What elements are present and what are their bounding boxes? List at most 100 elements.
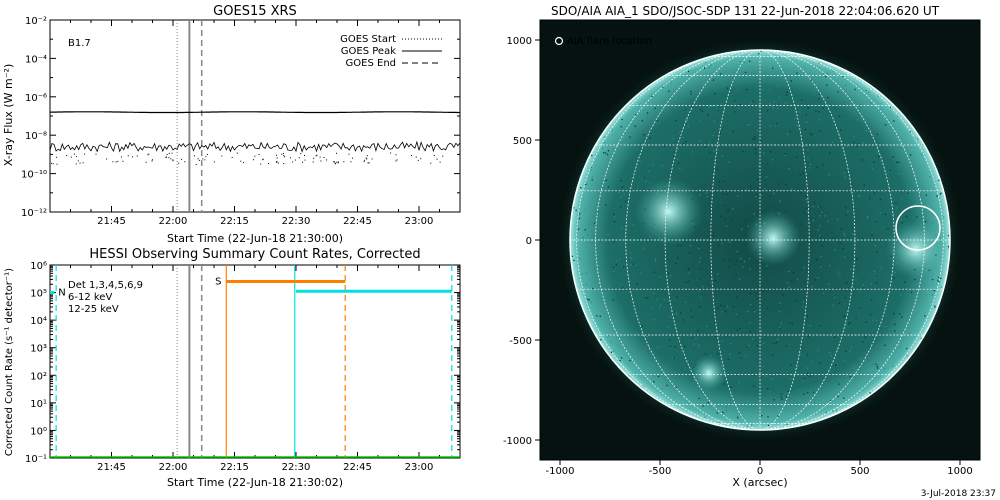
aia-texture — [608, 335, 610, 337]
aia-texture — [845, 350, 847, 352]
goes-noise-dot — [262, 159, 264, 161]
aia-texture — [754, 136, 756, 138]
aia-texture — [702, 405, 704, 407]
aia-texture — [846, 282, 848, 284]
y-tick-label: 10³ — [30, 344, 47, 355]
aia-texture — [643, 176, 645, 179]
aia-texture — [739, 258, 742, 260]
aia-texture — [700, 268, 702, 270]
goes-panel: GOES15 XRS 10⁻¹² 10⁻¹⁰ 10⁻⁸ 10⁻⁶ 10⁻⁴ 10⁻² 21:… — [2, 4, 461, 245]
goes-noise-dot — [439, 161, 441, 163]
x-tick-label: 22:00 — [159, 216, 188, 227]
aia-texture — [875, 275, 877, 278]
aia-texture — [724, 205, 726, 207]
goes-noise-dot — [240, 160, 242, 162]
aia-texture — [819, 234, 821, 237]
aia-texture — [679, 312, 682, 314]
aia-texture — [728, 398, 730, 401]
aia-texture — [817, 62, 820, 64]
aia-texture — [807, 107, 809, 109]
x-tick-label: 22:15 — [220, 462, 249, 473]
aia-texture — [802, 172, 804, 174]
goes-xlabel: Start Time (22-Jun-18 21:30:00) — [167, 232, 343, 245]
aia-texture — [778, 183, 780, 185]
aia-texture — [711, 105, 714, 107]
aia-texture — [621, 195, 623, 198]
aia-texture — [716, 108, 719, 111]
aia-texture — [706, 325, 708, 327]
aia-texture — [654, 260, 657, 262]
aia-texture — [907, 192, 909, 195]
aia-texture — [573, 207, 575, 209]
aia-texture — [760, 139, 762, 142]
goes-noise-dot — [410, 155, 412, 157]
aia-texture — [746, 310, 749, 312]
aia-texture — [642, 247, 645, 249]
aia-texture — [831, 380, 834, 382]
aia-texture — [729, 241, 731, 244]
aia-texture — [869, 313, 872, 316]
goes-noise-dot — [148, 153, 150, 155]
aia-texture — [727, 358, 729, 360]
y-tick-label: 10⁻¹² — [21, 208, 47, 219]
aia-texture — [704, 61, 707, 64]
aia-texture — [791, 188, 793, 190]
aia-texture — [789, 378, 792, 380]
aia-texture — [870, 283, 873, 285]
aia-texture — [732, 335, 734, 337]
x-tick-label: 23:00 — [405, 216, 434, 227]
aia-texture — [785, 183, 787, 186]
aia-texture — [875, 221, 877, 223]
aia-texture — [758, 165, 760, 167]
aia-texture — [736, 416, 739, 418]
aia-texture — [844, 176, 846, 178]
aia-texture — [698, 261, 700, 263]
aia-texture — [894, 327, 897, 330]
goes-noise-dot — [204, 159, 206, 161]
aia-texture — [669, 275, 672, 277]
aia-texture — [879, 198, 882, 201]
aia-texture — [708, 106, 711, 108]
aia-texture — [776, 341, 778, 344]
aia-texture — [653, 292, 655, 295]
aia-texture — [876, 282, 878, 284]
aia-active-region — [745, 210, 802, 267]
aia-texture — [921, 185, 924, 187]
legend-goes-end: GOES End — [346, 58, 396, 69]
aia-x-tick-label: 500 — [850, 466, 869, 477]
aia-texture — [779, 56, 781, 58]
aia-texture — [747, 124, 749, 126]
goes-noise-dot — [197, 158, 199, 160]
aia-texture — [947, 235, 950, 237]
aia-texture — [778, 326, 781, 328]
aia-texture — [724, 218, 727, 220]
aia-texture — [899, 313, 901, 315]
aia-texture — [817, 229, 819, 231]
aia-texture — [820, 205, 822, 208]
aia-texture — [588, 299, 590, 301]
aia-texture — [931, 278, 934, 281]
aia-texture — [611, 129, 613, 131]
aia-texture — [661, 165, 664, 167]
aia-texture — [802, 380, 804, 382]
aia-texture — [827, 96, 829, 99]
aia-texture — [876, 365, 878, 368]
aia-texture — [722, 383, 725, 385]
aia-texture — [597, 211, 599, 213]
aia-texture — [684, 109, 687, 111]
aia-texture — [735, 274, 737, 276]
aia-texture — [899, 347, 901, 349]
aia-texture — [678, 92, 680, 94]
aia-texture — [838, 383, 840, 385]
aia-texture — [721, 340, 724, 343]
goes-noise-dot — [364, 159, 366, 161]
aia-texture — [762, 88, 765, 90]
aia-texture — [684, 301, 687, 304]
aia-texture — [843, 256, 846, 258]
aia-texture — [712, 134, 714, 137]
aia-texture — [727, 210, 729, 213]
aia-texture — [689, 90, 692, 93]
aia-texture — [746, 88, 748, 91]
goes-noise-dot — [151, 159, 153, 161]
aia-texture — [788, 270, 790, 273]
